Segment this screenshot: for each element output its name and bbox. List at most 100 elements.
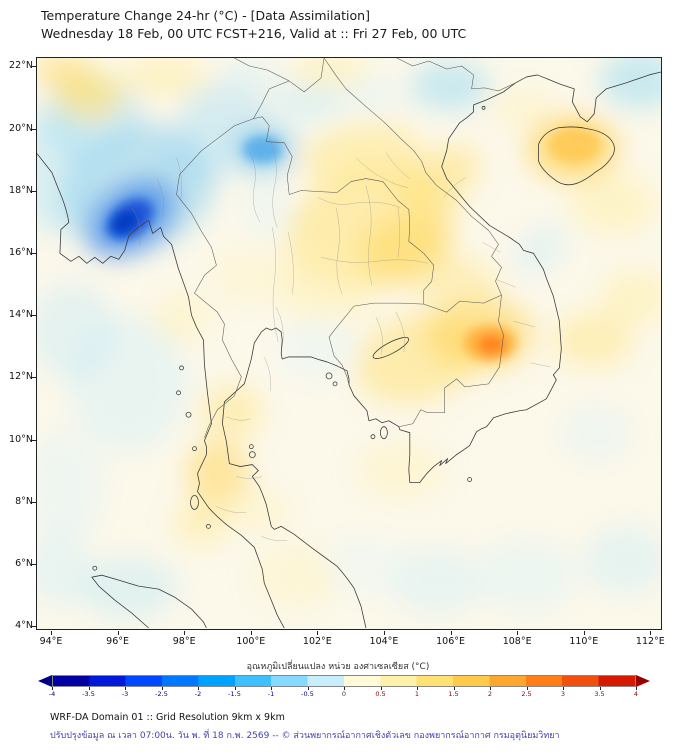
border-laos-vietnam bbox=[323, 58, 502, 296]
colorbar-tick-mark bbox=[490, 687, 491, 690]
anomaly-blob bbox=[199, 384, 263, 438]
anomaly-blob bbox=[274, 247, 381, 322]
border-myanmar-laos bbox=[253, 80, 290, 119]
anomaly-blob bbox=[416, 256, 497, 313]
colorbar-left-arrow bbox=[38, 675, 52, 687]
anomaly-blob bbox=[277, 318, 358, 381]
colorbar-tick-label: -3 bbox=[121, 690, 129, 698]
lat-tick-mark bbox=[31, 252, 36, 254]
anomaly-blob bbox=[490, 88, 557, 127]
colorbar-tick-label: -4 bbox=[48, 690, 56, 698]
colorbar-tick-label: 2 bbox=[487, 690, 493, 698]
temperature-field-layer bbox=[37, 58, 661, 619]
samui-island bbox=[248, 451, 256, 458]
lat-tick-mark bbox=[31, 190, 36, 192]
lat-tick-mark bbox=[31, 315, 36, 317]
colorbar-tick-mark bbox=[599, 687, 601, 690]
lat-tick-mark bbox=[31, 439, 36, 441]
anomaly-blob bbox=[583, 525, 661, 595]
border-cambodia-vietnam bbox=[398, 295, 504, 427]
lat-tick-mark bbox=[31, 563, 36, 565]
lat-tick-label: 10°N bbox=[9, 433, 33, 445]
colorbar-tick-label: -3.5 bbox=[82, 690, 95, 698]
border-china-vietnam bbox=[396, 58, 516, 92]
anomaly-blob bbox=[559, 405, 633, 461]
lon-tick-label: 104°E bbox=[369, 636, 399, 647]
anomaly-blob bbox=[357, 442, 444, 499]
coastline-west bbox=[37, 153, 285, 629]
lat-tick-mark bbox=[31, 501, 36, 503]
colorbar-tick-label: 0 bbox=[341, 690, 347, 698]
footer-domain-info: WRF-DA Domain 01 :: Grid Resolution 9km … bbox=[50, 712, 285, 723]
anomaly-blob bbox=[476, 538, 577, 613]
anomaly-blob bbox=[271, 79, 345, 124]
lon-tick-mark bbox=[650, 631, 652, 635]
koh-rong-island bbox=[370, 434, 376, 440]
lon-tick-mark bbox=[383, 631, 385, 635]
anomaly-blob bbox=[394, 145, 480, 213]
lon-tick-label: 98°E bbox=[172, 636, 196, 647]
footer-update-info: ปรับปรุงข้อมูล ณ เวลา 07:00น. วัน พ. ที่… bbox=[50, 731, 560, 741]
border-thailand-laos bbox=[253, 116, 435, 305]
colorbar-tick-mark bbox=[125, 687, 126, 690]
tonle-sap-lake bbox=[372, 337, 410, 359]
anomaly-blob bbox=[121, 58, 208, 99]
anomaly-blob bbox=[37, 429, 106, 542]
lat-tick-label: 6°N bbox=[15, 557, 33, 569]
lon-tick-label: 100°E bbox=[236, 636, 266, 647]
page-subtitle: Wednesday 18 Feb, 00 UTC FCST+216, Valid… bbox=[41, 26, 467, 41]
anomaly-blob bbox=[477, 334, 506, 355]
colorbar bbox=[52, 675, 636, 687]
anomaly-blob bbox=[548, 126, 602, 164]
lon-tick-mark bbox=[184, 631, 186, 635]
colorbar-tick-label: 1.5 bbox=[448, 690, 459, 698]
lon-tick-mark bbox=[317, 631, 319, 635]
lat-tick-mark bbox=[31, 66, 36, 68]
lat-tick-mark bbox=[31, 128, 36, 130]
lon-tick-label: 106°E bbox=[436, 636, 466, 647]
border-myanmar-thailand bbox=[176, 118, 254, 438]
lon-tick-mark bbox=[50, 631, 52, 635]
phuket-island bbox=[190, 495, 199, 510]
border-china-laos bbox=[289, 58, 325, 93]
lon-tick-label: 112°E bbox=[635, 636, 665, 647]
colorbar-tick-mark bbox=[271, 687, 272, 690]
mergui-island-2 bbox=[185, 411, 192, 418]
anomaly-blob bbox=[241, 181, 295, 238]
border-laos-cambodia bbox=[423, 294, 502, 313]
country-border-layer bbox=[176, 58, 516, 438]
anomaly-blob bbox=[112, 210, 138, 234]
anomaly-blob bbox=[226, 488, 290, 533]
lanta-island bbox=[206, 523, 211, 529]
colorbar-title: อุณหภูมิเปลี่ยนแปลง หน่วย องศาเซลเซียส (… bbox=[246, 662, 430, 672]
colorbar-tick-label: 3 bbox=[560, 690, 566, 698]
map-plot bbox=[36, 57, 662, 630]
lon-tick-label: 110°E bbox=[569, 636, 599, 647]
anomaly-blob bbox=[254, 544, 341, 607]
sumatra-coast bbox=[91, 574, 207, 629]
lat-tick-label: 14°N bbox=[9, 309, 33, 321]
colorbar-tick-mark bbox=[453, 687, 455, 690]
province-borders bbox=[131, 137, 551, 542]
lon-tick-label: 94°E bbox=[39, 636, 63, 647]
mergui-island-4 bbox=[192, 446, 197, 452]
anomaly-blob bbox=[211, 247, 285, 303]
colorbar-tick-label: 2.5 bbox=[521, 690, 532, 698]
koh-chang-island bbox=[325, 372, 333, 380]
temperature-field-cores bbox=[106, 126, 602, 362]
lat-tick-label: 18°N bbox=[9, 184, 33, 196]
colorbar-tick-label: 0.5 bbox=[375, 690, 386, 698]
colorbar-tick-label: -1 bbox=[267, 690, 275, 698]
colorbar-tick-mark bbox=[344, 687, 345, 690]
anomaly-blob bbox=[553, 312, 633, 368]
anomaly-blob bbox=[599, 58, 661, 110]
colorbar-tick-label: -1.5 bbox=[228, 690, 241, 698]
lon-tick-mark bbox=[517, 631, 519, 635]
map-canvas bbox=[37, 58, 661, 629]
anomaly-blob bbox=[78, 556, 179, 619]
coastline-east bbox=[222, 71, 661, 629]
lon-tick-label: 102°E bbox=[302, 636, 332, 647]
colorbar-tick-mark bbox=[380, 687, 382, 690]
lon-tick-mark bbox=[583, 631, 585, 635]
